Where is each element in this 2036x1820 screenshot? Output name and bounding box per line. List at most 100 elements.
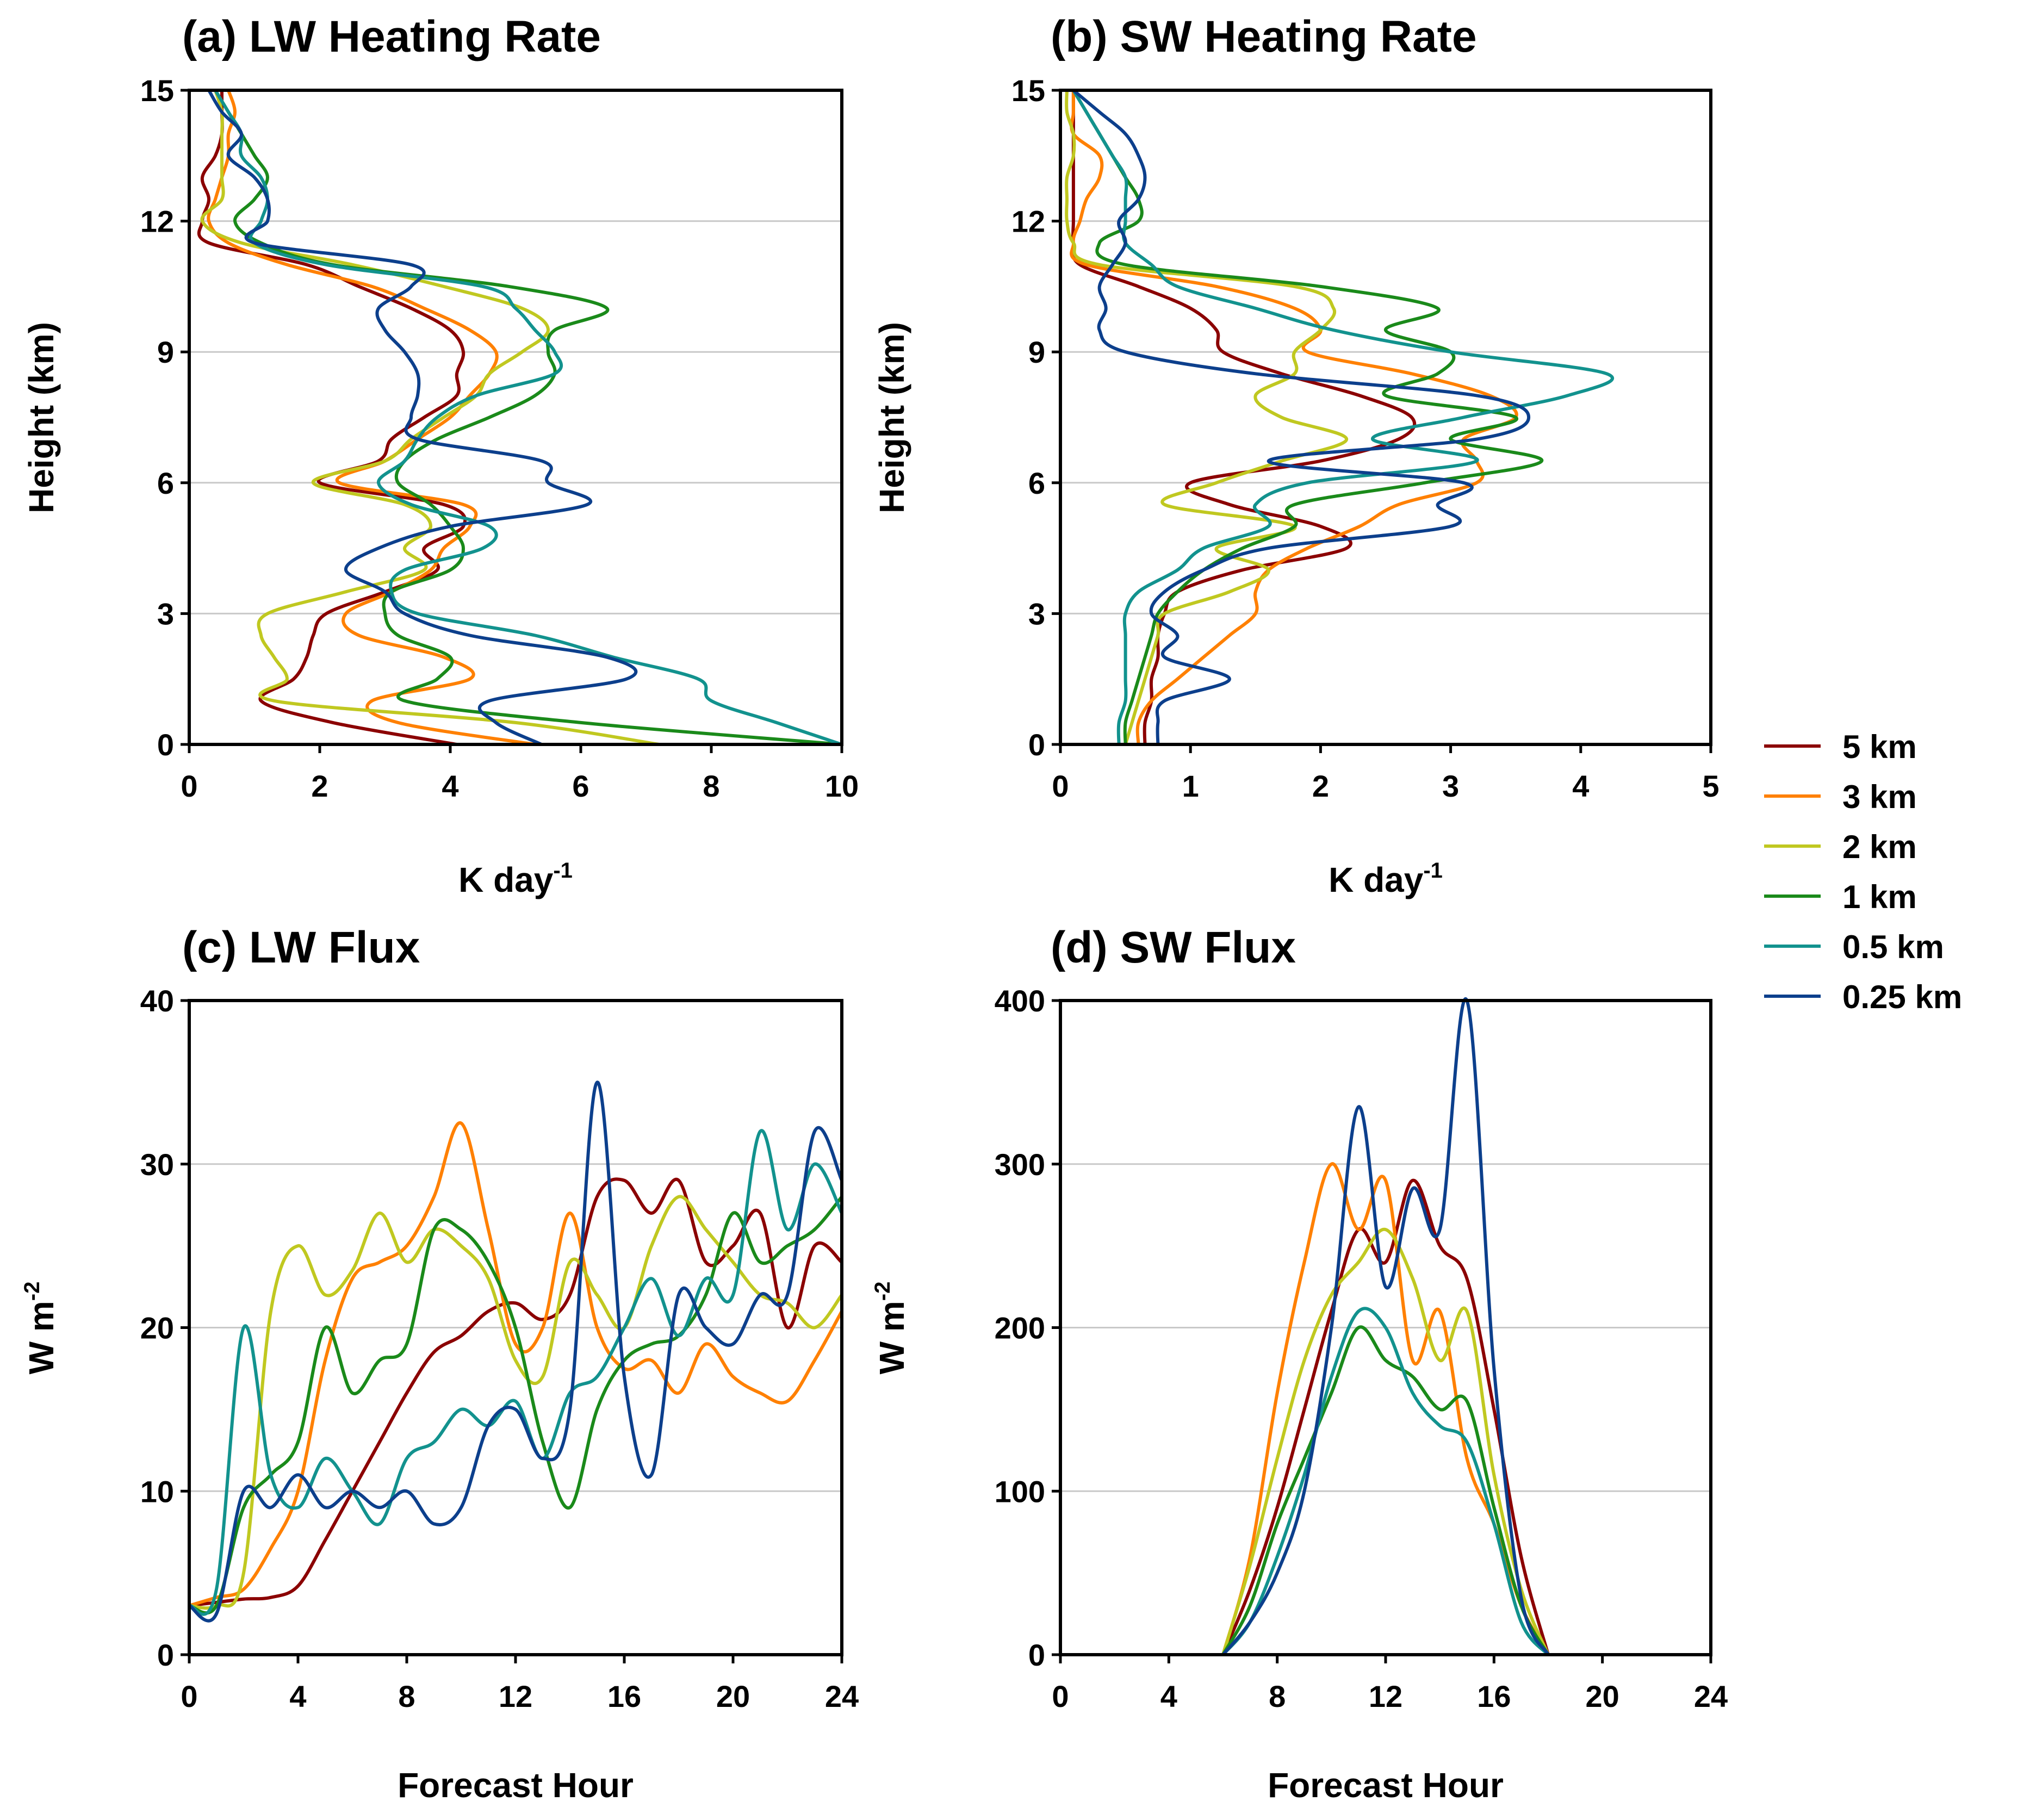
series-line-0_25km (1071, 89, 1531, 746)
legend-label: 1 km (1842, 879, 1917, 915)
panel-a-frame (188, 89, 843, 746)
y-tick-label: 400 (995, 984, 1045, 1018)
y-tick-label: 40 (140, 984, 174, 1018)
y-tick-label: 12 (140, 204, 174, 239)
x-tick-label: 24 (825, 1679, 859, 1713)
legend-label: 2 km (1842, 829, 1917, 865)
y-tick-label: 10 (140, 1474, 174, 1508)
y-tick-label: 6 (157, 466, 174, 500)
panel-a-xlabel: K day-1 (458, 859, 573, 899)
panel-c-title: (c) LW Flux (182, 923, 420, 972)
panel-a-lw-heating-rate: (a) LW Heating Rate 0 3 6 9 12 15 0 2 4 6 8 10 K da… (22, 12, 859, 899)
y-tick-label: 200 (995, 1311, 1045, 1345)
y-tick-label: 3 (157, 597, 174, 631)
panel-c-lw-flux: (c) LW Flux 0 10 20 30 40 0 4 8 12 16 20 24 Forecas… (20, 923, 859, 1805)
x-tick-label: 3 (1442, 769, 1459, 803)
series-line-3km (207, 89, 537, 746)
y-tick-label: 0 (1028, 1638, 1045, 1672)
legend-label: 0.5 km (1842, 929, 1944, 965)
panel-c-ylabel: W m-2 (20, 1282, 61, 1375)
legend-item: 3 km (1764, 779, 1917, 815)
series-line-0_25km (207, 89, 638, 746)
y-tick-label: 6 (1028, 466, 1045, 500)
series-line-2km (1221, 1228, 1550, 1656)
legend-item: 1 km (1764, 879, 1917, 915)
y-tick-label: 15 (1011, 73, 1045, 108)
legend-item: 5 km (1764, 729, 1917, 765)
series-line-2km (188, 1195, 843, 1610)
x-tick-label: 4 (289, 1679, 306, 1713)
x-tick-label: 4 (442, 769, 458, 803)
panel-b-frame (1059, 89, 1712, 746)
x-tick-label: 2 (1312, 769, 1329, 803)
panel-d-title: (d) SW Flux (1051, 923, 1296, 972)
x-tick-label: 6 (572, 769, 589, 803)
legend-item: 0.25 km (1764, 979, 1962, 1015)
series-line-3km (1221, 1162, 1550, 1656)
legend-label: 3 km (1842, 779, 1917, 815)
x-tick-label: 8 (398, 1679, 415, 1713)
panel-d-xlabel: Forecast Hour (1268, 1766, 1504, 1805)
x-tick-label: 8 (703, 769, 719, 803)
x-tick-label: 2 (311, 769, 328, 803)
y-tick-label: 0 (1028, 728, 1045, 762)
y-tick-label: 3 (1028, 597, 1045, 631)
series-line-0_5km (1071, 89, 1614, 746)
series-line-3km (1070, 89, 1518, 746)
y-tick-label: 12 (1011, 204, 1045, 239)
series-line-3km (188, 1121, 843, 1607)
panel-b-title: (b) SW Heating Rate (1051, 12, 1477, 61)
series-line-0_5km (188, 1129, 843, 1616)
series-line-2km (1065, 89, 1349, 746)
panel-a-ylabel: Height (km) (22, 322, 61, 513)
x-tick-label: 5 (1702, 769, 1719, 803)
x-tick-label: 10 (825, 769, 859, 803)
y-tick-label: 9 (1028, 335, 1045, 369)
y-tick-label: 0 (157, 1638, 174, 1672)
legend-item: 2 km (1764, 829, 1917, 865)
series-line-1km (1221, 1325, 1550, 1656)
panel-d-sw-flux: (d) SW Flux 0 100 200 300 400 0 4 8 12 16 20 24 For… (871, 923, 1728, 1805)
legend-item: 0.5 km (1764, 929, 1944, 965)
x-tick-label: 20 (1586, 1679, 1619, 1713)
x-tick-label: 4 (1572, 769, 1589, 803)
y-tick-label: 15 (140, 73, 174, 108)
series-line-0_5km (1221, 1307, 1550, 1656)
x-tick-label: 4 (1160, 1679, 1177, 1713)
series-line-0_5km (214, 89, 843, 746)
x-tick-label: 1 (1182, 769, 1199, 803)
x-tick-label: 0 (1052, 769, 1069, 803)
x-tick-label: 0 (181, 1679, 197, 1713)
series-line-2km (200, 89, 661, 746)
legend-label: 0.25 km (1842, 979, 1962, 1015)
panel-a-title: (a) LW Heating Rate (182, 12, 601, 61)
legend: 5 km 3 km 2 km 1 km 0.5 km 0.25 km (1764, 729, 1962, 1015)
y-tick-label: 100 (995, 1474, 1045, 1508)
series-line-0_25km (188, 1080, 843, 1623)
x-tick-label: 8 (1269, 1679, 1286, 1713)
panel-d-ylabel: W m-2 (871, 1282, 911, 1375)
panel-b-ylabel: Height (km) (872, 322, 911, 513)
x-tick-label: 0 (1052, 1679, 1069, 1713)
x-tick-label: 12 (1369, 1679, 1402, 1713)
y-tick-label: 0 (157, 728, 174, 762)
x-tick-label: 16 (607, 1679, 641, 1713)
legend-label: 5 km (1842, 729, 1917, 765)
x-tick-label: 12 (499, 1679, 532, 1713)
x-tick-label: 0 (181, 769, 197, 803)
y-tick-label: 300 (995, 1147, 1045, 1182)
series-line-5km (188, 1177, 843, 1607)
y-tick-label: 30 (140, 1147, 174, 1182)
x-tick-label: 20 (716, 1679, 750, 1713)
series-line-5km (1221, 1178, 1550, 1656)
x-tick-label: 16 (1477, 1679, 1511, 1713)
y-tick-label: 9 (157, 335, 174, 369)
y-tick-label: 20 (140, 1311, 174, 1345)
series-line-1km (188, 1195, 843, 1615)
series-line-0_25km (1221, 997, 1550, 1656)
panel-c-xlabel: Forecast Hour (398, 1766, 634, 1805)
x-tick-label: 24 (1694, 1679, 1728, 1713)
series-line-1km (214, 89, 843, 746)
